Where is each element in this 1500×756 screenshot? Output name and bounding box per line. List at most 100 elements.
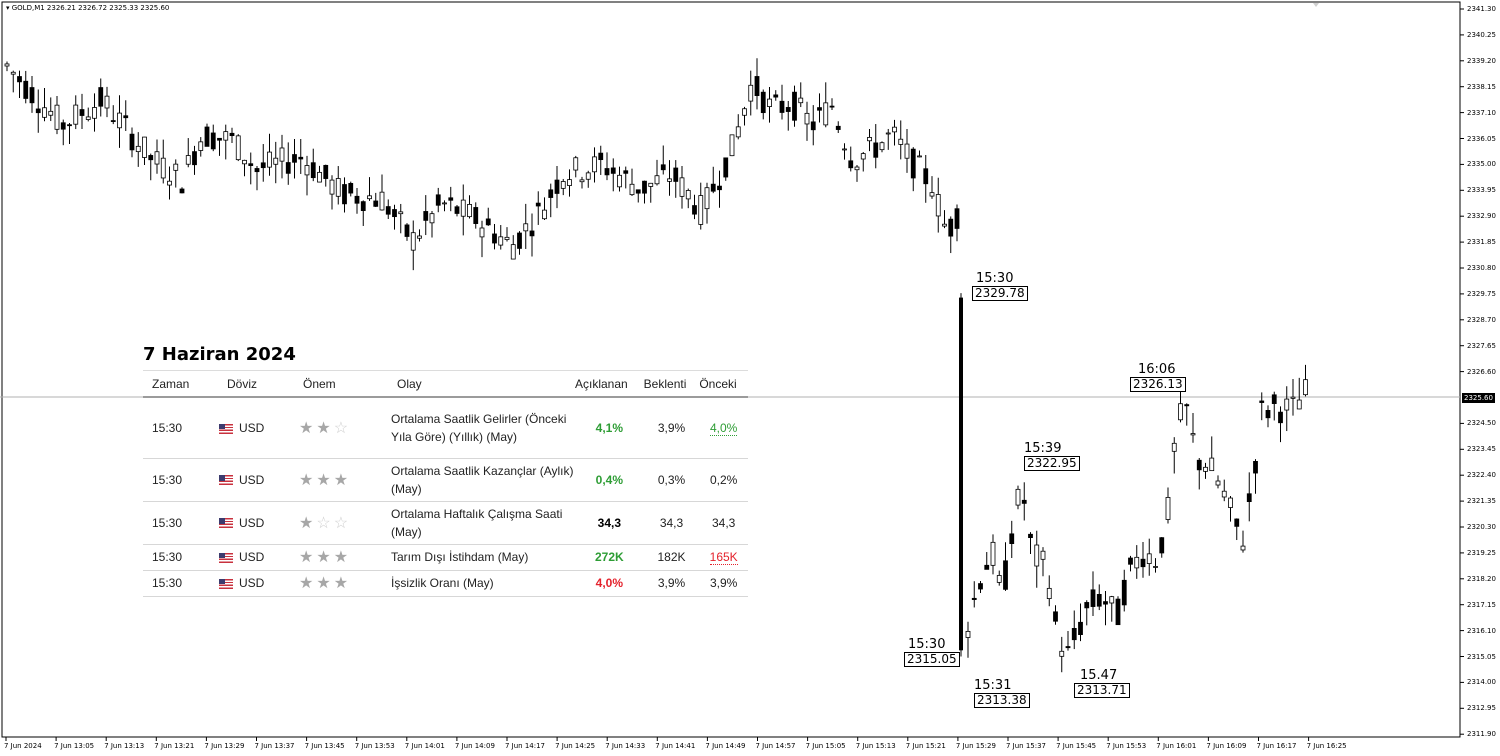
candle-body	[79, 109, 85, 116]
event-name[interactable]: Ortalama Haftalık Çalışma Saati (May)	[391, 501, 575, 545]
candle-body	[679, 177, 685, 197]
candle-body	[23, 80, 29, 99]
event-forecast: 3,9%	[643, 397, 700, 459]
us-flag-icon	[219, 475, 233, 486]
candle-body	[535, 202, 541, 207]
candle-body	[717, 185, 722, 191]
event-currency: USD	[219, 501, 299, 545]
event-actual: 0,4%	[575, 458, 644, 502]
candle-body	[229, 132, 235, 137]
candle-body	[1234, 518, 1240, 527]
candle-body	[67, 124, 72, 127]
candle-body	[1109, 596, 1115, 604]
candle-body	[154, 151, 160, 165]
x-tick-label: 7 Jun 15:29	[955, 742, 996, 750]
candle-body	[42, 107, 47, 118]
candle-body	[304, 165, 310, 176]
header-time: Zaman	[143, 370, 219, 398]
header-importance: Önem	[299, 370, 391, 398]
table-row[interactable]: 15:30 USD ★★★ Ortalama Saatlik Kazançlar…	[143, 458, 748, 502]
candle-body	[292, 154, 297, 163]
candle-body	[235, 135, 241, 161]
y-tick-label: 2316.10	[1467, 626, 1496, 635]
candle-body	[179, 188, 185, 194]
candle-body	[360, 201, 366, 212]
price-axis	[1460, 8, 1464, 735]
event-name[interactable]: Ortalama Saatlik Kazançlar (Aylık) (May)	[391, 458, 575, 502]
y-tick-label: 2323.45	[1467, 445, 1496, 454]
candle-body	[971, 597, 977, 600]
x-tick-label: 7 Jun 15:37	[1006, 742, 1047, 750]
candle-body	[673, 167, 679, 182]
candle-body	[817, 107, 822, 111]
candle-body	[965, 630, 971, 638]
candle-body	[1190, 433, 1196, 436]
y-tick-label: 2340.25	[1467, 30, 1496, 39]
candle-body	[435, 194, 441, 206]
table-row[interactable]: 15:30 USD ★☆☆ Ortalama Haftalık Çalışma …	[143, 501, 748, 545]
candle-body	[1059, 650, 1065, 657]
candle-body	[92, 107, 97, 119]
x-tick-label: 7 Jun 15:13	[855, 742, 896, 750]
candle-body	[123, 115, 129, 119]
candle-body	[379, 191, 385, 211]
candle-body	[1284, 398, 1290, 411]
header-actual: Açıklanan	[575, 370, 644, 398]
y-tick-label: 2322.40	[1467, 471, 1496, 480]
candle-body	[429, 213, 435, 224]
candle-body	[617, 174, 622, 188]
candle-body	[85, 116, 91, 120]
y-tick-label: 2330.80	[1467, 264, 1496, 272]
x-tick-label: 7 Jun 14:57	[755, 742, 796, 750]
candle-body	[929, 192, 935, 197]
candle-body	[110, 120, 116, 122]
candle-body	[954, 208, 960, 229]
x-tick-label: 7 Jun 15:21	[905, 742, 946, 750]
candle-body	[548, 189, 554, 198]
candle-body	[554, 179, 560, 194]
event-name[interactable]: İşsizlik Oranı (May)	[391, 570, 575, 597]
candle-body	[148, 155, 154, 161]
us-flag-icon	[219, 552, 233, 563]
candle-body	[1209, 457, 1215, 472]
event-name[interactable]: Tarım Dışı İstihdam (May)	[391, 544, 575, 571]
candles	[4, 58, 1308, 673]
candle-body	[467, 204, 472, 218]
candle-body	[1121, 579, 1127, 606]
y-tick-label: 2341.30	[1467, 5, 1496, 13]
y-tick-label: 2332.90	[1467, 212, 1496, 221]
y-tick-label: 2321.35	[1467, 497, 1496, 506]
candle-body	[417, 235, 422, 239]
candle-body	[1009, 533, 1015, 545]
annotation-1606-high: 16:06 2326.13	[1130, 363, 1186, 392]
x-tick-label: 7 Jun 14:41	[655, 742, 696, 750]
candle-body	[592, 156, 597, 173]
candle-body	[685, 190, 691, 200]
candle-body	[1084, 602, 1090, 609]
candle-body	[904, 143, 910, 159]
candle-body	[798, 97, 804, 104]
candle-body	[698, 195, 704, 225]
candle-body	[635, 189, 641, 194]
candle-body	[1296, 399, 1302, 410]
event-actual: 34,3	[575, 501, 644, 545]
time-axis	[5, 737, 1310, 741]
candle-body	[923, 168, 929, 185]
candle-body	[160, 157, 166, 179]
event-time: 15:30	[143, 544, 219, 571]
candle-body	[760, 91, 766, 114]
annotation-1531-low: 15:31 2313.38	[974, 679, 1030, 708]
candle-body	[990, 541, 996, 566]
table-row[interactable]: 15:30 USD ★★★ Tarım Dışı İstihdam (May) …	[143, 544, 748, 571]
candle-body	[335, 178, 341, 197]
event-name[interactable]: Ortalama Saatlik Gelirler (Önceki Yıla G…	[391, 397, 575, 459]
table-row[interactable]: 15:30 USD ★★☆ Ortalama Saatlik Gelirler …	[143, 397, 748, 459]
candle-body	[1034, 544, 1040, 567]
table-row[interactable]: 15:30 USD ★★★ İşsizlik Oranı (May) 4,0% …	[143, 570, 748, 597]
candle-body	[1065, 646, 1071, 649]
candle-body	[629, 183, 635, 196]
candle-body	[529, 230, 535, 237]
candle-body	[585, 172, 591, 180]
candle-body	[198, 141, 204, 151]
candle-body	[885, 132, 891, 135]
